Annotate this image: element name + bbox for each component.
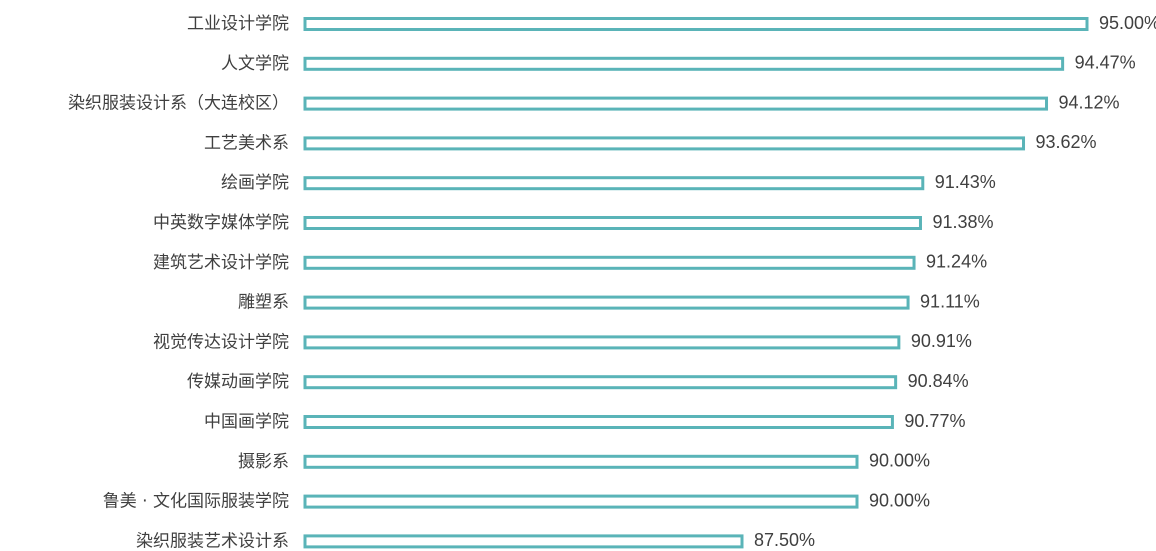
bar bbox=[303, 136, 1026, 151]
bar bbox=[303, 176, 925, 191]
category-label: 摄影系 bbox=[238, 452, 289, 472]
bar bbox=[303, 454, 859, 469]
bar bbox=[303, 335, 901, 350]
bar bbox=[303, 375, 898, 390]
category-label: 工艺美术系 bbox=[204, 133, 289, 153]
category-label: 染织服装设计系（大连校区） bbox=[68, 94, 289, 114]
category-label: 建筑艺术设计学院 bbox=[153, 253, 289, 273]
bar bbox=[303, 56, 1065, 71]
bar bbox=[303, 415, 894, 429]
value-label: 91.11% bbox=[920, 291, 980, 311]
category-label: 雕塑系 bbox=[238, 293, 289, 313]
category-label: 视觉传达设计学院 bbox=[153, 332, 289, 352]
category-label: 传媒动画学院 bbox=[187, 372, 289, 392]
bar bbox=[303, 255, 916, 270]
category-label: 鲁美 · 文化国际服装学院 bbox=[103, 492, 289, 512]
value-label: 87.50% bbox=[754, 530, 815, 550]
category-label: 绘画学院 bbox=[221, 173, 289, 193]
category-label: 人文学院 bbox=[221, 54, 289, 74]
bar bbox=[303, 494, 859, 509]
category-label: 工业设计学院 bbox=[187, 14, 289, 34]
bar bbox=[303, 96, 1049, 111]
category-label: 染织服装艺术设计系 bbox=[136, 531, 289, 551]
value-label: 94.12% bbox=[1059, 92, 1120, 112]
value-label: 94.47% bbox=[1075, 53, 1136, 73]
value-label: 90.00% bbox=[869, 490, 930, 510]
value-label: 91.38% bbox=[932, 212, 993, 232]
category-label: 中英数字媒体学院 bbox=[153, 213, 289, 233]
value-label: 93.62% bbox=[1036, 132, 1097, 152]
category-label: 中国画学院 bbox=[204, 412, 289, 432]
value-label: 90.84% bbox=[908, 371, 969, 391]
value-label: 95.00% bbox=[1099, 13, 1156, 33]
value-label: 90.77% bbox=[904, 411, 965, 431]
value-label: 91.43% bbox=[935, 172, 996, 192]
value-label: 91.24% bbox=[926, 252, 987, 272]
value-label: 90.00% bbox=[869, 451, 930, 471]
bar bbox=[303, 17, 1089, 31]
bar bbox=[303, 216, 922, 230]
bar bbox=[303, 534, 744, 549]
value-label: 90.91% bbox=[911, 331, 972, 351]
bar bbox=[303, 295, 910, 310]
